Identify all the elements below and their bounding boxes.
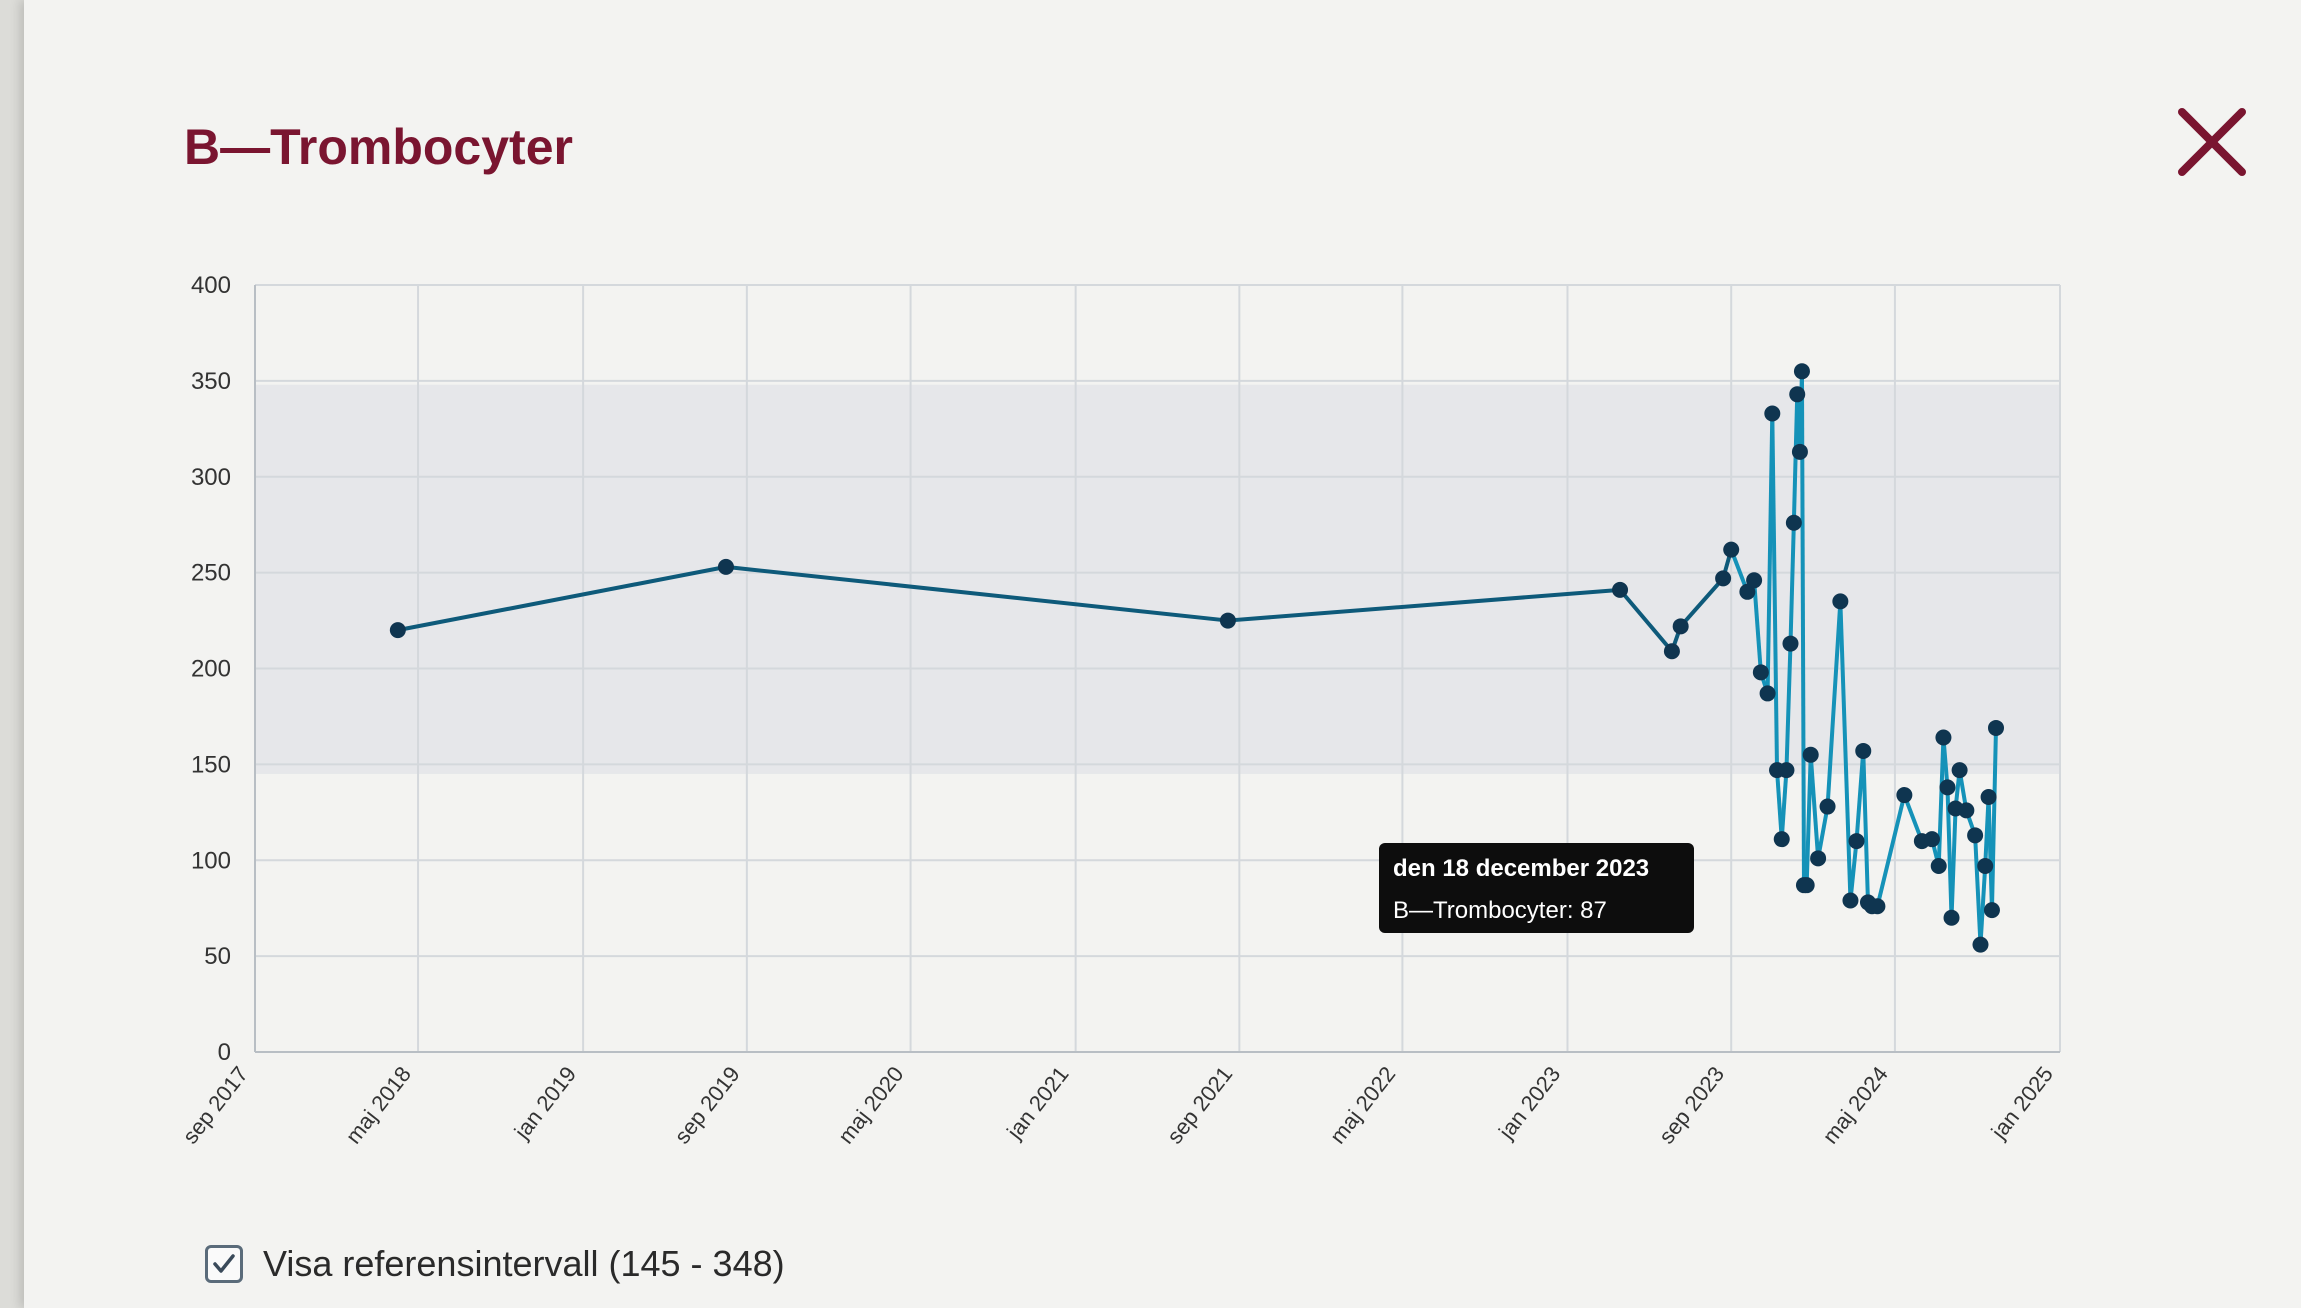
data-point bbox=[1778, 762, 1795, 779]
reference-interval-checkbox[interactable] bbox=[205, 1245, 243, 1283]
series-line-segment bbox=[1902, 794, 1924, 842]
data-point bbox=[1977, 858, 1994, 875]
x-tick-label: maj 2024 bbox=[1817, 1062, 1892, 1149]
series-line-segment bbox=[1949, 808, 1958, 918]
y-tick-label: 250 bbox=[191, 560, 231, 587]
close-icon bbox=[2178, 108, 2246, 176]
x-tick-label: jan 2023 bbox=[1493, 1062, 1565, 1145]
data-point bbox=[1923, 831, 1940, 848]
y-tick-label: 150 bbox=[191, 751, 231, 778]
data-point bbox=[1715, 570, 1732, 587]
data-point bbox=[1752, 664, 1769, 681]
data-point bbox=[1723, 541, 1740, 558]
y-tick-label: 200 bbox=[191, 656, 231, 683]
y-tick-label: 400 bbox=[191, 272, 231, 299]
data-point bbox=[1219, 612, 1236, 629]
y-tick-label: 350 bbox=[191, 368, 231, 395]
close-button[interactable] bbox=[2172, 102, 2252, 182]
series-line-segment bbox=[725, 564, 1229, 623]
x-tick-label: maj 2018 bbox=[341, 1062, 416, 1149]
data-point bbox=[1819, 798, 1836, 815]
dialog-title: B—Trombocyter bbox=[184, 119, 573, 175]
series-line-segment bbox=[1978, 865, 1988, 945]
series-line-segment bbox=[1679, 577, 1725, 628]
data-point bbox=[1789, 386, 1806, 403]
series-line-segment bbox=[1770, 413, 1780, 771]
tooltip-value: B—Trombocyter: 87 bbox=[1393, 897, 1607, 924]
data-point bbox=[1612, 581, 1629, 598]
series-line-segment bbox=[1941, 737, 1950, 788]
data-point bbox=[1972, 936, 1989, 953]
x-tick-label: sep 2023 bbox=[1654, 1062, 1729, 1149]
data-point bbox=[1951, 762, 1968, 779]
data-point bbox=[1746, 572, 1763, 589]
data-point bbox=[1832, 593, 1849, 610]
x-tick-label: jan 2025 bbox=[1986, 1062, 2058, 1145]
series-line-segment bbox=[1838, 601, 1853, 901]
data-point bbox=[1869, 898, 1886, 915]
data-point bbox=[1782, 635, 1799, 652]
series-line-segment bbox=[1227, 587, 1621, 623]
data-point bbox=[1943, 909, 1960, 926]
reference-interval-toggle[interactable]: Visa referensintervall (145 - 348) bbox=[205, 1243, 785, 1285]
data-point bbox=[1983, 902, 2000, 919]
x-tick-label: sep 2021 bbox=[1162, 1062, 1237, 1149]
data-point bbox=[1980, 788, 1997, 805]
series-line-segment bbox=[1848, 840, 1859, 901]
series-line-segment bbox=[1936, 737, 1946, 867]
data-point bbox=[1935, 729, 1952, 746]
series-line-segment bbox=[397, 564, 727, 633]
series-line-segment bbox=[1788, 522, 1796, 644]
y-tick-label: 50 bbox=[204, 943, 231, 970]
data-point bbox=[1958, 802, 1975, 819]
x-tick-label: jan 2021 bbox=[1001, 1062, 1073, 1145]
data-point bbox=[1967, 827, 1984, 844]
series-line-segment bbox=[1875, 794, 1907, 907]
x-tick-label: jan 2019 bbox=[509, 1062, 581, 1145]
series-line-segment bbox=[1804, 754, 1813, 886]
data-point bbox=[1759, 685, 1776, 702]
data-point bbox=[1896, 787, 1913, 804]
checkmark-icon bbox=[213, 1254, 235, 1273]
series-line-segment bbox=[1779, 769, 1789, 840]
data-point bbox=[1939, 779, 1956, 796]
data-point bbox=[1773, 831, 1790, 848]
data-point bbox=[1785, 514, 1802, 531]
x-tick-label: sep 2019 bbox=[669, 1062, 744, 1149]
y-tick-label: 100 bbox=[191, 847, 231, 874]
data-point bbox=[1855, 742, 1872, 759]
data-point bbox=[389, 622, 406, 639]
series-line-segment bbox=[1618, 588, 1674, 653]
y-tick-label: 300 bbox=[191, 464, 231, 491]
data-point-tooltip: den 18 december 2023 B—Trombocyter: 87 bbox=[1379, 843, 1694, 933]
tooltip-date: den 18 december 2023 bbox=[1393, 855, 1650, 882]
series-line-segment bbox=[1784, 643, 1793, 771]
data-point bbox=[1672, 618, 1689, 635]
data-point bbox=[717, 558, 734, 575]
x-tick-label: maj 2022 bbox=[1325, 1062, 1400, 1149]
data-point bbox=[1930, 858, 1947, 875]
data-point bbox=[1842, 892, 1859, 909]
x-tick-label: sep 2017 bbox=[178, 1062, 253, 1149]
data-point bbox=[1802, 746, 1819, 763]
data-point bbox=[1791, 443, 1808, 460]
series-line-segment bbox=[1989, 727, 1998, 911]
data-point bbox=[1663, 643, 1680, 660]
series-line-segment bbox=[1752, 580, 1763, 673]
x-tick-label: maj 2020 bbox=[833, 1062, 908, 1149]
data-point bbox=[1810, 850, 1827, 867]
data-point bbox=[1798, 877, 1815, 894]
series-line-segment bbox=[1816, 806, 1830, 859]
data-point bbox=[1764, 405, 1781, 422]
series-line-segment bbox=[1808, 754, 1821, 859]
data-point bbox=[1987, 719, 2004, 736]
y-tick-label: 0 bbox=[218, 1039, 231, 1066]
series-line-segment bbox=[1825, 601, 1843, 807]
data-point bbox=[1793, 363, 1810, 380]
series-line-segment bbox=[1861, 750, 1870, 903]
reference-interval-label: Visa referensintervall (145 - 348) bbox=[263, 1243, 785, 1284]
data-point bbox=[1848, 833, 1865, 850]
